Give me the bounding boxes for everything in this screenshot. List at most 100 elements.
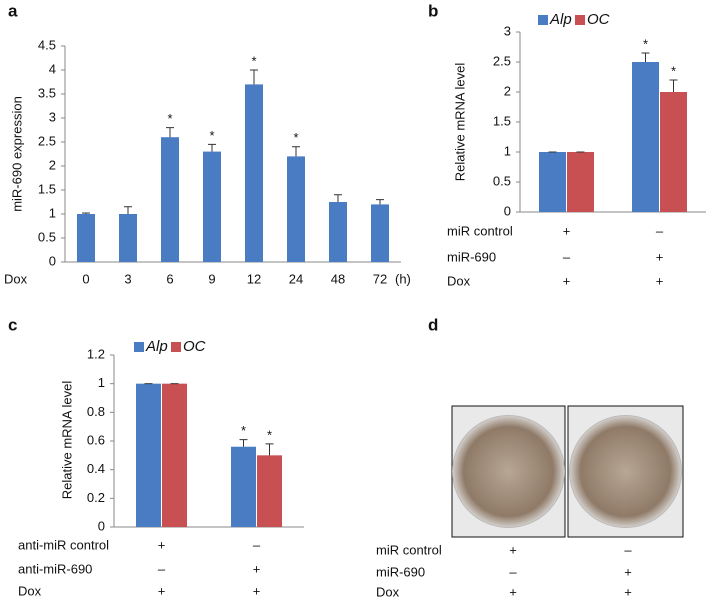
bar bbox=[231, 446, 256, 527]
bar bbox=[660, 92, 687, 212]
bar bbox=[539, 152, 566, 212]
condition-mark: + bbox=[509, 542, 517, 557]
condition-mark: + bbox=[158, 583, 166, 597]
y-tick-label: 4.5 bbox=[38, 37, 56, 52]
condition-label: anti-miR-690 bbox=[18, 561, 92, 576]
bar bbox=[162, 383, 187, 527]
significance-mark: * bbox=[251, 53, 256, 68]
y-tick-label: 3.5 bbox=[38, 85, 56, 100]
bar bbox=[245, 84, 263, 263]
bar bbox=[329, 202, 347, 262]
error-bar bbox=[82, 212, 90, 214]
y-tick-label: 0 bbox=[504, 203, 511, 218]
x-tick-label: 24 bbox=[289, 271, 303, 286]
bar bbox=[119, 214, 137, 262]
bar bbox=[567, 152, 594, 212]
x-tick-label: 9 bbox=[208, 271, 215, 286]
y-tick-label: 2.5 bbox=[38, 133, 56, 148]
panel-letter: c bbox=[8, 315, 17, 334]
condition-mark: + bbox=[624, 584, 632, 597]
x-tick-label: 72 bbox=[373, 271, 387, 286]
condition-mark: + bbox=[624, 564, 632, 579]
y-tick-label: 0.5 bbox=[493, 173, 511, 188]
well-photo bbox=[569, 415, 682, 528]
condition-label: miR-690 bbox=[447, 249, 496, 264]
condition-mark: + bbox=[563, 223, 571, 238]
condition-mark: – bbox=[509, 564, 517, 579]
significance-mark: * bbox=[167, 111, 172, 126]
bar bbox=[257, 455, 282, 527]
condition-mark: + bbox=[158, 537, 166, 552]
bar bbox=[632, 62, 659, 212]
y-tick-label: 1.5 bbox=[493, 113, 511, 128]
legend-label: OC bbox=[587, 11, 610, 28]
y-tick-label: 1 bbox=[98, 375, 105, 390]
y-axis-label: miR-690 expression bbox=[9, 96, 24, 212]
condition-mark: – bbox=[656, 223, 664, 238]
y-tick-label: 1.5 bbox=[38, 181, 56, 196]
error-bar bbox=[292, 146, 300, 157]
x-tick-label: 3 bbox=[124, 271, 131, 286]
error-bar bbox=[250, 69, 258, 85]
significance-mark: * bbox=[643, 36, 648, 51]
condition-mark: + bbox=[656, 273, 664, 288]
y-tick-label: 0.4 bbox=[87, 461, 105, 476]
x-tick-label: 6 bbox=[166, 271, 173, 286]
condition-label: miR control bbox=[376, 542, 442, 557]
y-tick-label: 4 bbox=[49, 61, 56, 76]
legend-label: Alp bbox=[549, 11, 572, 28]
bar bbox=[203, 151, 221, 262]
y-axis-label: Relative mRNA level bbox=[59, 381, 74, 500]
x-tick-label: 48 bbox=[331, 271, 345, 286]
y-tick-label: 0.6 bbox=[87, 432, 105, 447]
y-tick-label: 1 bbox=[504, 143, 511, 158]
y-tick-label: 2 bbox=[49, 157, 56, 172]
x-unit: (h) bbox=[395, 271, 411, 286]
significance-mark: * bbox=[241, 423, 246, 438]
condition-mark: – bbox=[158, 561, 166, 576]
error-bar bbox=[265, 443, 274, 456]
bar bbox=[161, 137, 179, 262]
bar bbox=[371, 204, 389, 262]
significance-mark: * bbox=[293, 130, 298, 145]
y-tick-label: 0 bbox=[98, 518, 105, 533]
y-tick-label: 2.5 bbox=[493, 53, 511, 68]
panel-letter: a bbox=[8, 1, 18, 20]
y-tick-label: 0 bbox=[49, 253, 56, 268]
y-tick-label: 0.5 bbox=[38, 229, 56, 244]
x-tick-label: 0 bbox=[82, 271, 89, 286]
x-tick-label: 12 bbox=[247, 271, 261, 286]
y-tick-label: 3 bbox=[49, 109, 56, 124]
condition-mark: + bbox=[253, 583, 261, 597]
condition-mark: – bbox=[563, 249, 571, 264]
error-bar bbox=[376, 199, 384, 205]
condition-label: miR control bbox=[447, 223, 513, 238]
condition-mark: + bbox=[656, 249, 664, 264]
condition-mark: – bbox=[253, 537, 261, 552]
y-tick-label: 0.8 bbox=[87, 404, 105, 419]
panel-letter: b bbox=[428, 1, 438, 20]
well-photo bbox=[452, 415, 565, 528]
legend-swatch bbox=[134, 342, 144, 352]
y-tick-label: 0.2 bbox=[87, 490, 105, 505]
error-bar bbox=[166, 127, 174, 138]
bar bbox=[136, 383, 161, 527]
legend-swatch bbox=[575, 15, 585, 25]
bar bbox=[77, 214, 95, 262]
panel-d-images bbox=[451, 405, 684, 538]
bar bbox=[287, 156, 305, 262]
condition-mark: + bbox=[253, 561, 261, 576]
legend-swatch bbox=[171, 342, 181, 352]
condition-label: Dox bbox=[18, 583, 42, 597]
y-tick-label: 3 bbox=[504, 23, 511, 38]
significance-mark: * bbox=[209, 128, 214, 143]
condition-label: Dox bbox=[447, 273, 471, 288]
condition-mark: + bbox=[563, 273, 571, 288]
x-axis-label: Dox bbox=[4, 271, 28, 286]
legend-swatch bbox=[538, 15, 548, 25]
error-bar bbox=[208, 143, 216, 152]
error-bar bbox=[239, 439, 248, 447]
condition-label: anti-miR control bbox=[18, 537, 109, 552]
error-bar bbox=[334, 194, 342, 202]
